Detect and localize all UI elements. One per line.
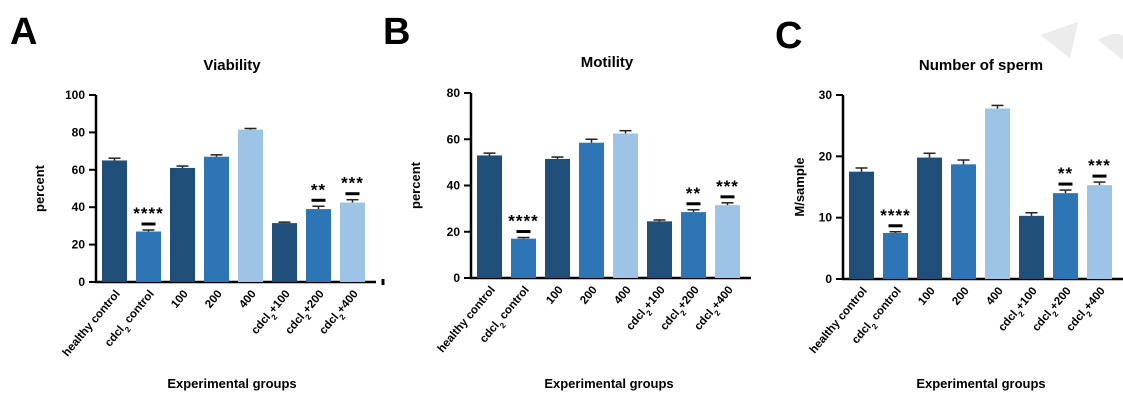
y-tick-label: 0	[453, 271, 460, 285]
bar	[647, 221, 672, 278]
x-axis-label: Experimental groups	[167, 376, 296, 391]
panel-letter: A	[10, 11, 37, 53]
y-tick-label: 20	[447, 225, 461, 239]
panel-c: C Number of sperm 0 10 20 30 M/sample Experimen…	[775, 15, 1123, 391]
bar	[1053, 193, 1078, 279]
x-tick-label: 100	[544, 284, 566, 306]
panel-b: B Motility 0 20 40 60 80 percent Experimental gr…	[383, 11, 751, 391]
bar	[272, 223, 297, 282]
x-tick-label: 100	[916, 285, 938, 307]
significance-label: ***	[716, 177, 739, 196]
x-tick-label: 200	[578, 284, 600, 306]
bar	[985, 108, 1010, 279]
x-tick-label: healthy control	[808, 285, 870, 356]
y-tick-label: 60	[447, 132, 461, 146]
x-tick-label: 200	[950, 285, 972, 307]
y-tick-label: 0	[825, 272, 832, 286]
bar	[1087, 185, 1112, 279]
bar	[102, 160, 127, 282]
significance-label: **	[311, 180, 326, 199]
bar	[613, 133, 638, 278]
bar	[511, 238, 536, 278]
y-tick-label: 30	[819, 88, 833, 102]
y-tick-label: 40	[447, 179, 461, 193]
bar	[170, 167, 195, 282]
y-tick-label: 80	[447, 86, 461, 100]
bar	[204, 156, 229, 282]
significance-label: ****	[508, 212, 538, 231]
bar	[951, 164, 976, 279]
y-axis-label: percent	[408, 161, 423, 209]
y-tick-label: 0	[78, 275, 85, 289]
bar	[1019, 215, 1044, 279]
chart-title: Motility	[581, 54, 634, 71]
y-tick-label: 10	[819, 211, 833, 225]
x-tick-label: 400	[237, 288, 259, 310]
significance-label: ****	[880, 206, 910, 225]
x-tick-label: 100	[169, 288, 191, 310]
significance-label: ****	[133, 204, 163, 223]
x-tick-label: healthy control	[436, 284, 498, 355]
x-tick-label: 400	[612, 284, 634, 306]
significance-label: ***	[1088, 156, 1111, 175]
bar	[579, 142, 604, 278]
bar	[136, 231, 161, 282]
significance-label: **	[686, 184, 701, 203]
x-tick-label: healthy control	[61, 288, 123, 359]
x-axis-label: Experimental groups	[544, 376, 673, 391]
y-tick-label: 20	[819, 149, 833, 163]
panel-letter: B	[383, 11, 410, 53]
significance-label: ***	[341, 174, 364, 193]
bar	[883, 233, 908, 279]
decorative-shape	[1040, 22, 1078, 58]
panel-letter: C	[775, 15, 802, 57]
y-tick-label: 80	[72, 125, 86, 139]
panel-a: A Viability 0 20 40 60 80 100 percent Experimenta…	[10, 11, 385, 391]
y-tick-label: 40	[72, 200, 86, 214]
bar	[238, 129, 263, 282]
bar	[715, 205, 740, 278]
y-tick-label: 60	[72, 163, 86, 177]
bar	[849, 171, 874, 279]
bar	[306, 209, 331, 282]
y-tick-label: 20	[72, 238, 86, 252]
x-tick-label: 400	[984, 285, 1006, 307]
y-tick-label: 100	[65, 88, 85, 102]
significance-label: **	[1058, 164, 1073, 183]
y-axis-label: percent	[32, 164, 47, 212]
x-axis-label: Experimental groups	[916, 376, 1045, 391]
bar	[917, 157, 942, 279]
bar	[477, 155, 502, 278]
chart-title: Number of sperm	[919, 57, 1043, 74]
y-axis-label: M/sample	[792, 157, 807, 216]
bar	[545, 158, 570, 278]
x-tick-label: 200	[203, 288, 225, 310]
bar	[340, 202, 365, 282]
chart-title: Viability	[203, 57, 261, 74]
decorative-shape	[1098, 33, 1123, 60]
bar	[681, 212, 706, 278]
